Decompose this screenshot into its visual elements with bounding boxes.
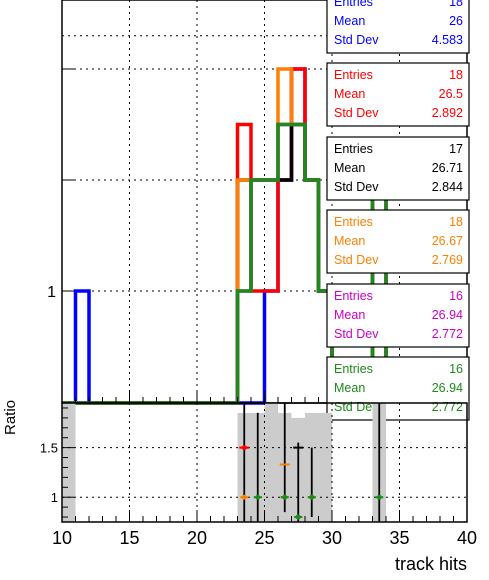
stats-value: 26.67 xyxy=(432,234,463,248)
stats-label: Mean xyxy=(334,234,365,248)
x-tick-label: 20 xyxy=(187,528,207,548)
bottom-panel: 11.5 10 15 20 25 30 35 40 Ratio track hits xyxy=(2,400,477,574)
stats-label: Entries xyxy=(334,68,373,82)
stats-box xyxy=(326,209,470,274)
stats-label: Mean xyxy=(334,381,365,395)
x-tick-label: 15 xyxy=(119,528,139,548)
stats-value: 2.772 xyxy=(432,400,463,414)
ratio-point-marker xyxy=(376,494,382,500)
stats-box xyxy=(326,283,470,348)
bottom-grid xyxy=(62,403,467,522)
stats-label: Entries xyxy=(334,215,373,229)
stats-value: 2.892 xyxy=(432,106,463,120)
stats-label: Std Dev xyxy=(334,180,379,194)
stats-box xyxy=(326,0,470,54)
band-bin xyxy=(264,403,278,522)
band-bin xyxy=(62,403,76,522)
stats-value: 18 xyxy=(449,215,463,229)
stats-box xyxy=(326,356,470,421)
stats-value: 18 xyxy=(449,0,463,9)
stats-value: 16 xyxy=(449,289,463,303)
stats-box xyxy=(326,136,470,201)
stats-value: 26 xyxy=(449,14,463,28)
ratio-point-marker xyxy=(241,494,247,500)
x-axis-label: track hits xyxy=(395,554,467,574)
ratio-point-marker xyxy=(255,494,261,500)
bottom-y-tick-label: 1.5 xyxy=(40,441,58,456)
stats-label: Std Dev xyxy=(334,106,379,120)
stats-boxes: Entries 18 Mean 26 Std Dev 4.583 Entries 18 Mean… xyxy=(326,0,470,421)
bottom-ticks xyxy=(61,407,468,522)
stats-value: 26.94 xyxy=(432,381,463,395)
stats-value: 26.71 xyxy=(432,161,463,175)
stats-value: 2.772 xyxy=(432,327,463,341)
stats-label: Std Dev xyxy=(334,253,379,267)
bottom-y-tick-labels: 11.5 xyxy=(40,441,58,506)
stats-label: Mean xyxy=(334,14,365,28)
x-tick-label: 30 xyxy=(322,528,342,548)
x-tick-label: 40 xyxy=(457,528,477,548)
ratio-error-bars xyxy=(239,403,381,522)
stats-value: 17 xyxy=(449,142,463,156)
stats-box xyxy=(326,62,470,127)
x-tick-label: 35 xyxy=(389,528,409,548)
bottom-y-tick-label: 1 xyxy=(51,490,58,505)
stats-label: Entries xyxy=(334,289,373,303)
stats-label: Entries xyxy=(334,142,373,156)
stats-label: Std Dev xyxy=(334,400,379,414)
stats-value: 26.5 xyxy=(439,87,463,101)
stats-value: 16 xyxy=(449,362,463,376)
stats-label: Entries xyxy=(334,0,373,9)
stats-value: 18 xyxy=(449,68,463,82)
ratio-axis-label: Ratio xyxy=(2,400,19,435)
stats-value: 2.844 xyxy=(432,180,463,194)
ratio-point-marker xyxy=(309,494,315,500)
x-tick-label: 25 xyxy=(254,528,274,548)
stats-label: Std Dev xyxy=(334,33,379,47)
x-tick-label: 10 xyxy=(52,528,72,548)
top-y-tick-label: 1 xyxy=(47,284,56,301)
stats-value: 2.769 xyxy=(432,253,463,267)
stats-label: Std Dev xyxy=(334,327,379,341)
stats-label: Mean xyxy=(334,308,365,322)
ratio-points xyxy=(240,445,384,520)
stats-label: Mean xyxy=(334,87,365,101)
top-panel: 1 Entries 18 Mean 26 Std Dev 4.583 Entries 18 Me… xyxy=(47,0,470,421)
stats-value: 4.583 xyxy=(432,33,463,47)
ratio-point-marker xyxy=(282,494,288,500)
band-bin xyxy=(318,412,332,522)
ratio-point-marker xyxy=(295,514,301,520)
stats-value: 26.94 xyxy=(432,308,463,322)
ratio-uncertainty-band xyxy=(62,403,386,522)
x-tick-labels: 10 15 20 25 30 35 40 xyxy=(52,528,477,548)
ratio-point-marker xyxy=(241,445,247,451)
stats-label: Mean xyxy=(334,161,365,175)
stats-label: Entries xyxy=(334,362,373,376)
